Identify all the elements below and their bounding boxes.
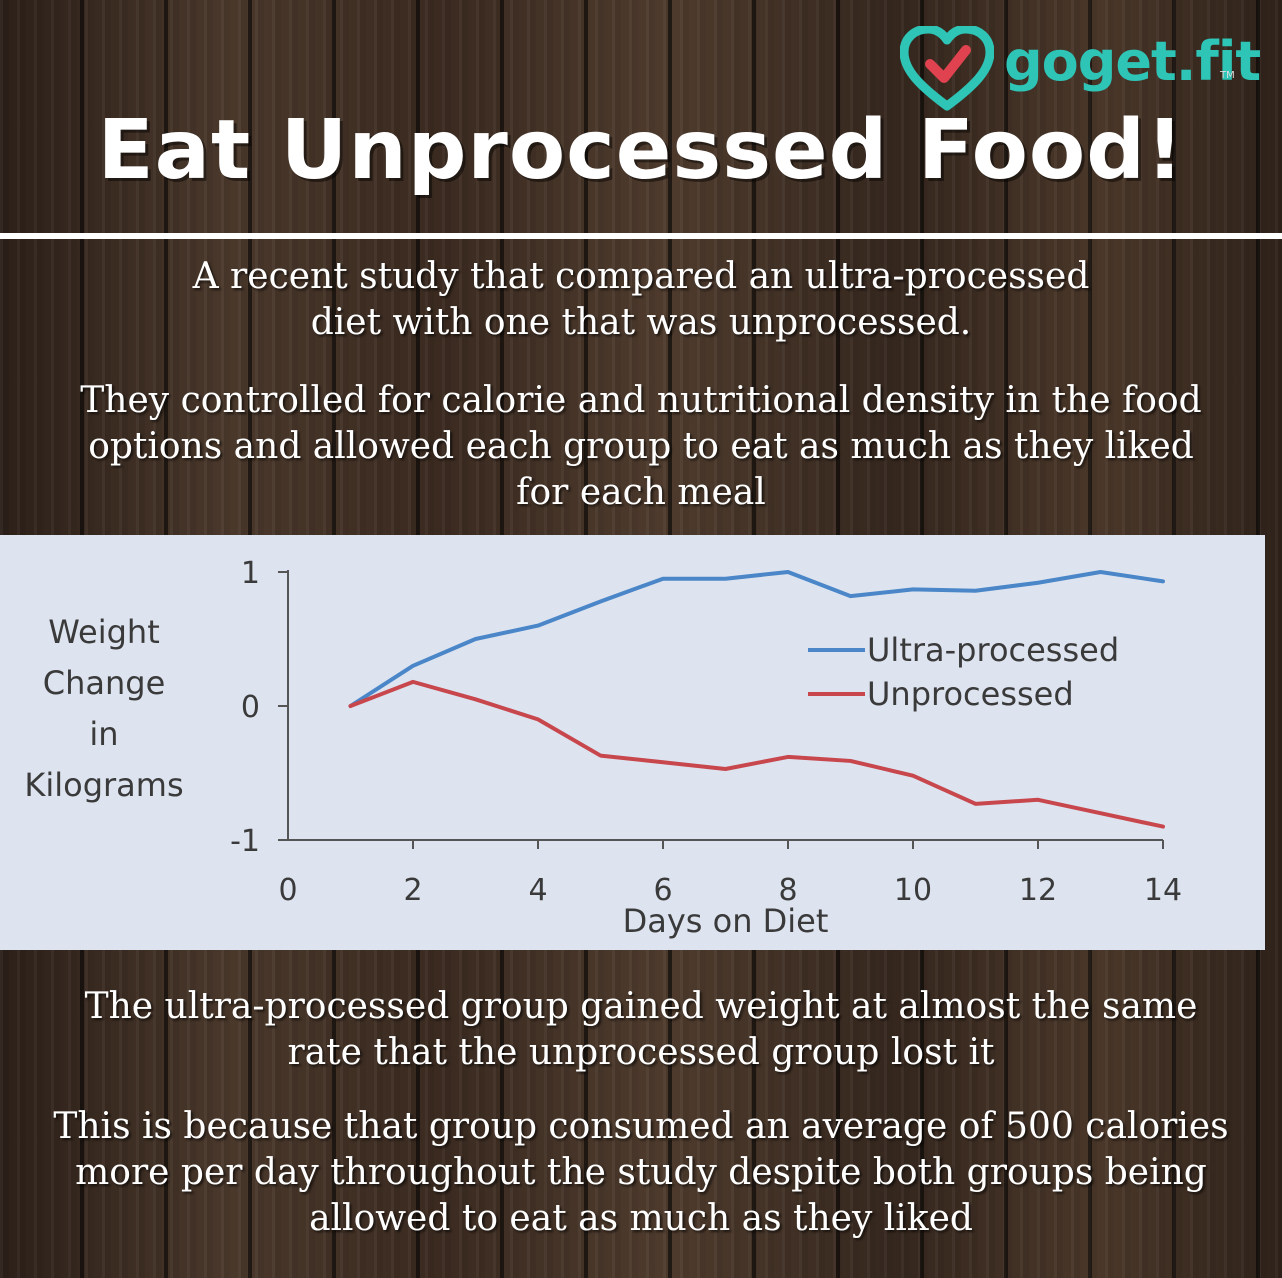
outro-line: more per day throughout the study despit…: [75, 1152, 1207, 1193]
intro-line: They controlled for calorie and nutritio…: [80, 380, 1202, 421]
intro-line: options and allowed each group to eat as…: [88, 426, 1194, 467]
outro-line: rate that the unprocessed group lost it: [287, 1032, 995, 1073]
outro-line: The ultra-processed group gained weight …: [84, 986, 1198, 1027]
x-tick-label: 4: [528, 873, 547, 908]
brand-logo: goget.fit TM: [900, 22, 1261, 111]
outro-paragraph-2: This is because that group consumed an a…: [0, 1104, 1282, 1242]
x-tick-label: 12: [1019, 873, 1057, 908]
intro-paragraph-2: They controlled for calorie and nutritio…: [0, 378, 1282, 516]
brand-name: goget.fit: [1004, 30, 1261, 93]
y-tick-label: 0: [241, 690, 260, 725]
x-axis-title: Days on Diet: [623, 902, 829, 940]
intro-line: A recent study that compared an ultra-pr…: [192, 256, 1090, 297]
x-tick-label: 0: [278, 873, 297, 908]
legend-label: Unprocessed: [867, 675, 1074, 713]
y-axis-title-line: Kilograms: [24, 766, 183, 804]
series-line-ultra-processed: [348, 570, 1165, 708]
outro-line: This is because that group consumed an a…: [53, 1106, 1229, 1147]
y-tick-label: -1: [230, 824, 260, 859]
x-tick-label: 6: [653, 873, 672, 908]
title-divider: [0, 233, 1282, 239]
trademark-mark: TM: [1220, 70, 1235, 81]
x-tick-label: 2: [403, 873, 422, 908]
heart-check-icon: [900, 26, 994, 111]
intro-line: for each meal: [516, 472, 766, 513]
y-axis-title-line: Change: [43, 664, 166, 702]
outro-line: allowed to eat as much as they liked: [309, 1198, 973, 1239]
series-line-unprocessed: [348, 679, 1165, 829]
intro-line: diet with one that was unprocessed.: [310, 302, 972, 343]
x-tick-label: 10: [894, 873, 932, 908]
y-axis-title-line: in: [89, 715, 118, 753]
legend-label: Ultra-processed: [867, 631, 1119, 669]
intro-paragraph-1: A recent study that compared an ultra-pr…: [0, 254, 1282, 346]
y-axis-title-line: Weight: [48, 613, 159, 651]
x-tick-label: 8: [778, 873, 797, 908]
chart-panel: 1 0 -1 0 2 4 6 8 10 12 14 Days on Diet Weight Change i…: [0, 535, 1265, 950]
y-tick-label: 1: [241, 556, 260, 591]
x-tick-label: 14: [1144, 873, 1182, 908]
page-title: Eat Unprocessed Food!: [97, 103, 1185, 198]
outro-paragraph-1: The ultra-processed group gained weight …: [0, 984, 1282, 1076]
